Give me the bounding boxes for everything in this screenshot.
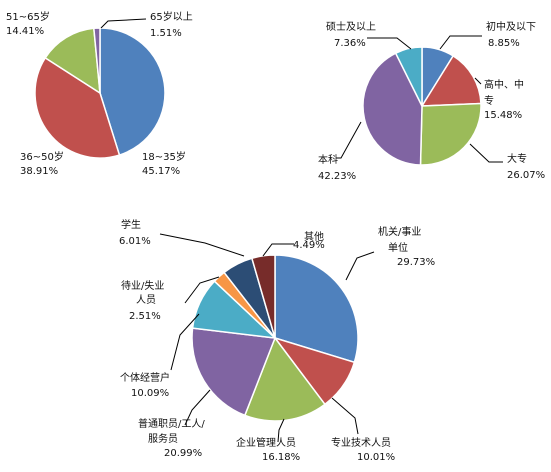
pie-slice [191,327,277,417]
pie-slice [274,254,359,364]
slice-value-label: 38.91% [20,166,58,177]
leader-line [184,276,220,304]
slice-category-label: 其他 [304,230,324,243]
slice-value-label: 7.36% [334,38,366,49]
slice-value-label: 10.09% [131,388,169,399]
pie-slice [34,56,121,159]
pie-slice [419,102,482,166]
slice-value-label: 20.99% [164,448,202,459]
leader-line [474,77,482,85]
slice-category-label: 待业/失业 [121,279,164,292]
leader-line [159,233,245,257]
slice-category-label: 机关/事业 [378,225,421,238]
pie-chart-2: 初中及以下 8.85% 高中、中专 15.48% 大专 26.07% 本科 42.23% 硕士及… [318,20,545,182]
slice-category-label: 18~35岁 [142,150,186,163]
leader-line [336,121,362,159]
leader-line [277,418,285,443]
slice-value-label: 29.73% [397,257,435,268]
slice-category-label: 人员 [136,294,156,306]
leader-line [331,397,359,435]
slice-category-label: 个体经营户 [120,371,170,384]
slice-category-label: 大专 [507,152,527,165]
slice-category-label: 本科 [318,153,338,166]
slice-value-label: 15.48% [484,110,522,121]
pie-slice [44,27,101,95]
slice-category-label: 服务员 [148,432,178,445]
slice-category-label: 65岁以上 [150,10,193,23]
slice-category-label: 36~50岁 [20,150,64,163]
slice-category-label: 硕士及以上 [326,20,376,33]
slice-category-label: 企业管理人员 [236,436,296,449]
slice-category-label: 专 [484,94,494,107]
slice-value-label: 1.51% [150,28,182,39]
slice-value-label: 8.85% [488,38,520,49]
slice-value-label: 42.23% [318,171,356,182]
slice-value-label: 2.51% [129,311,161,322]
pie-slice [93,27,101,94]
pie-slice [394,46,423,107]
leader-line [367,37,412,50]
leader-line [469,143,503,163]
slice-category-label: 初中及以下 [486,20,536,33]
slice-value-label: 16.18% [262,452,300,463]
leader-line [100,18,147,29]
leader-line [439,35,482,50]
slice-category-label: 学生 [121,218,141,231]
slice-value-label: 4.49% [293,240,325,251]
slice-category-label: 高中、中 [484,78,524,91]
leader-line [170,313,200,371]
leader-line [262,243,294,257]
leader-line [184,389,211,426]
slice-value-label: 26.07% [507,170,545,181]
slice-category-label: 普通职员/工人/ [138,417,205,430]
leader-line [345,251,375,281]
slice-value-label: 6.01% [119,236,151,247]
pie-slice [362,52,423,166]
slice-value-label: 14.41% [6,26,44,37]
pie-slice [99,27,166,156]
pie-slice [420,54,482,107]
slice-category-label: 51~65岁 [6,10,50,23]
pie-slice [243,336,326,422]
slice-category-label: 专业技术人员 [331,436,391,449]
slice-category-label: 单位 [388,241,408,254]
slice-value-label: 10.01% [357,452,395,463]
slice-value-label: 45.17% [142,166,180,177]
pie-chart-1: 18~35岁 45.17% 36~50岁 38.91% 51~65岁 14.41% 65岁以… [6,10,193,177]
